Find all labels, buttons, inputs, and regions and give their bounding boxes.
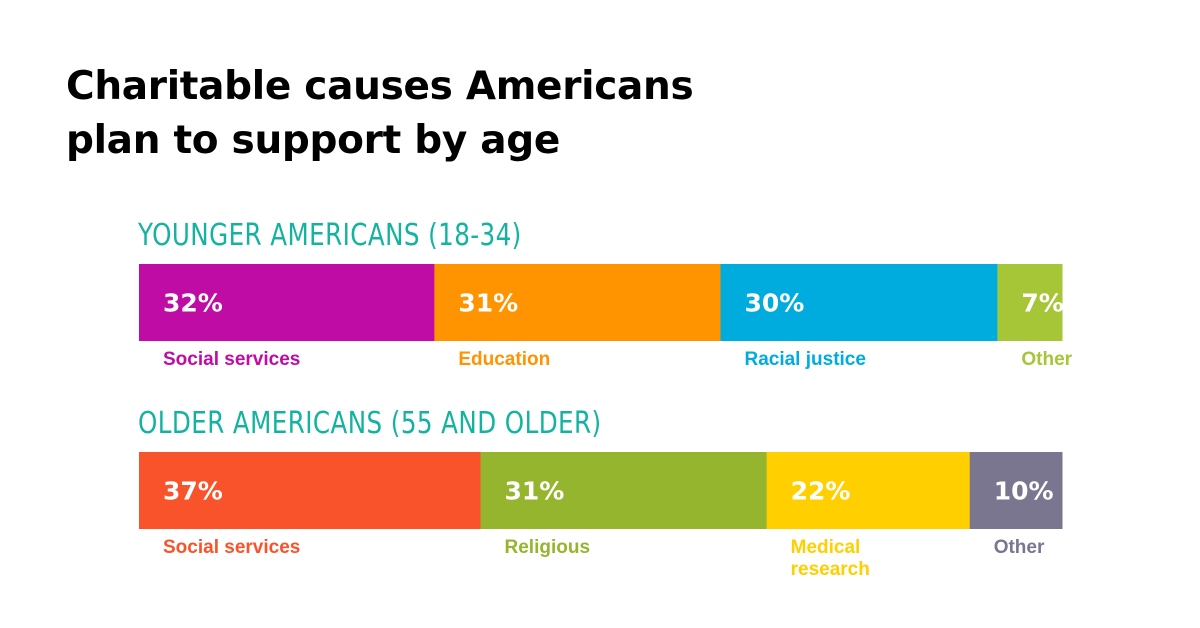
data-label-0-1: 31% (458, 289, 518, 318)
bar-segment-0-3 (997, 264, 1063, 341)
bar-segment-1-1 (480, 452, 768, 529)
data-label-0-2: 30% (744, 289, 804, 318)
category-label-1-3: Other (994, 537, 1045, 558)
data-label-1-0: 37% (163, 477, 223, 506)
category-label-1-1: Religious (505, 537, 591, 558)
bar-segment-1-2 (766, 452, 971, 529)
category-label-0-0: Social services (163, 349, 300, 370)
chart-title: Charitable causes Americans plan to supp… (66, 60, 826, 168)
data-label-1-3: 10% (994, 477, 1054, 506)
group-label-older: OLDER AMERICANS (55 AND OLDER) (138, 406, 602, 441)
chart-title-line-2: plan to support by age (66, 118, 561, 163)
bar-segment-1-3 (969, 452, 1063, 529)
group-label-younger: YOUNGER AMERICANS (18-34) (138, 218, 522, 253)
bar-segment-0-0 (139, 264, 435, 341)
data-label-1-1: 31% (505, 477, 565, 506)
bar-segment-0-1 (434, 264, 721, 341)
category-label-0-3: Other (1021, 349, 1072, 370)
data-label-0-3: 7% (1021, 289, 1063, 318)
bar-segment-1-0 (139, 452, 482, 529)
data-label-0-0: 32% (163, 289, 223, 318)
data-label-1-2: 22% (791, 477, 851, 506)
category-label-0-1: Education (458, 349, 550, 370)
bar-segment-0-2 (720, 264, 998, 341)
category-label-0-2: Racial justice (744, 349, 865, 370)
chart-title-line-1: Charitable causes Americans (66, 64, 694, 109)
category-label-1-2: Medical research (791, 537, 870, 580)
category-label-1-0: Social services (163, 537, 300, 558)
